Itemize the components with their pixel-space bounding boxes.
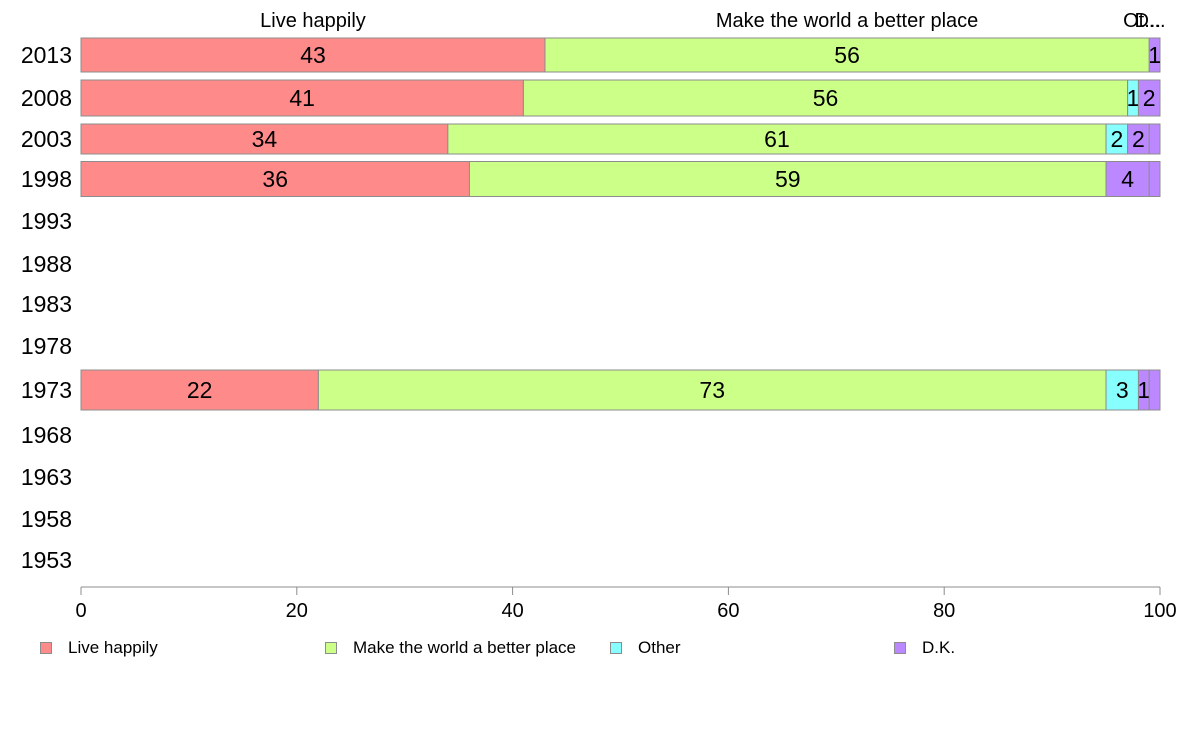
bar-value-label: 59	[775, 166, 801, 192]
y-tick-label: 1973	[21, 377, 72, 403]
legend-item-other: Other	[610, 638, 681, 658]
legend-label: D.K.	[922, 638, 956, 657]
bar-segment	[447, 123, 1107, 155]
bar-segment	[80, 369, 319, 411]
top-category-label: Live happily	[260, 10, 366, 32]
legend-swatch-dk	[894, 642, 906, 654]
top-category-label: Ot...	[1123, 10, 1161, 32]
bar-value-label: 3	[1116, 377, 1129, 403]
top-category-label: Make the world a better place	[716, 10, 978, 32]
y-tick-label: 1963	[21, 464, 72, 490]
x-tick-label: 80	[933, 600, 955, 622]
legend-swatch-make-world-better	[325, 642, 337, 654]
legend-item-live-happily: Live happily	[40, 638, 158, 658]
y-tick-label: 2008	[21, 85, 72, 111]
x-tick-label: 0	[75, 600, 86, 622]
legend-item-dk: D.K.	[894, 638, 955, 658]
y-tick-label: 1988	[21, 251, 72, 277]
y-tick-label: 2003	[21, 126, 72, 152]
bar-value-label: 61	[764, 126, 790, 152]
bar-segment	[80, 37, 546, 73]
legend-swatch-live-happily	[40, 642, 52, 654]
y-tick-label: 1998	[21, 166, 72, 192]
bar-segment	[80, 123, 449, 155]
y-tick-label: 1993	[21, 208, 72, 234]
y-tick-label: 1978	[21, 333, 72, 359]
bar-value-label: 36	[262, 166, 288, 192]
bar-value-label: 2	[1132, 126, 1145, 152]
legend-label: Other	[638, 638, 681, 657]
legend-item-make-world-better: Make the world a better place	[325, 638, 576, 658]
bar-segment	[468, 161, 1107, 197]
bar-segment	[80, 161, 470, 197]
x-tick-label: 40	[501, 600, 523, 622]
y-tick-label: 1983	[21, 291, 72, 317]
bar-value-label: 2	[1110, 126, 1123, 152]
bar-value-label: 22	[187, 377, 213, 403]
bar-value-label: 34	[252, 126, 278, 152]
bar-segment	[1148, 161, 1161, 197]
x-tick-label: 60	[717, 600, 739, 622]
bar-value-label: 1	[1137, 377, 1150, 403]
bar-value-label: 4	[1121, 166, 1134, 192]
y-tick-label: 1968	[21, 422, 72, 448]
y-tick-label: 1953	[21, 547, 72, 573]
bar-segment	[544, 37, 1150, 73]
bar-value-label: 41	[289, 85, 315, 111]
y-tick-label: 1958	[21, 506, 72, 532]
legend-label: Make the world a better place	[353, 638, 577, 657]
legend: Live happily Make the world a better pla…	[0, 638, 1188, 662]
y-tick-label: 2013	[21, 42, 72, 68]
bar-value-label: 56	[834, 42, 860, 68]
bar-segment	[1137, 79, 1161, 117]
bar-segment	[1148, 37, 1161, 73]
bar-value-label: 43	[300, 42, 326, 68]
bar-value-label: 1	[1127, 85, 1140, 111]
stacked-bar-chart: 2013200820031998199319881983197819731968…	[21, 10, 1177, 622]
bar-value-label: 1	[1148, 42, 1161, 68]
top-category-label: D...	[1134, 10, 1165, 32]
bar-segment	[1148, 369, 1161, 411]
bar-value-label: 73	[699, 377, 725, 403]
legend-swatch-other	[610, 642, 622, 654]
bar-segment	[317, 369, 1107, 411]
x-tick-label: 20	[286, 600, 308, 622]
bar-segment	[1105, 369, 1139, 411]
x-tick-label: 100	[1143, 600, 1176, 622]
bar-value-label: 56	[813, 85, 839, 111]
bar-segment	[1148, 123, 1161, 155]
legend-label: Live happily	[68, 638, 158, 657]
bar-value-label: 2	[1143, 85, 1156, 111]
